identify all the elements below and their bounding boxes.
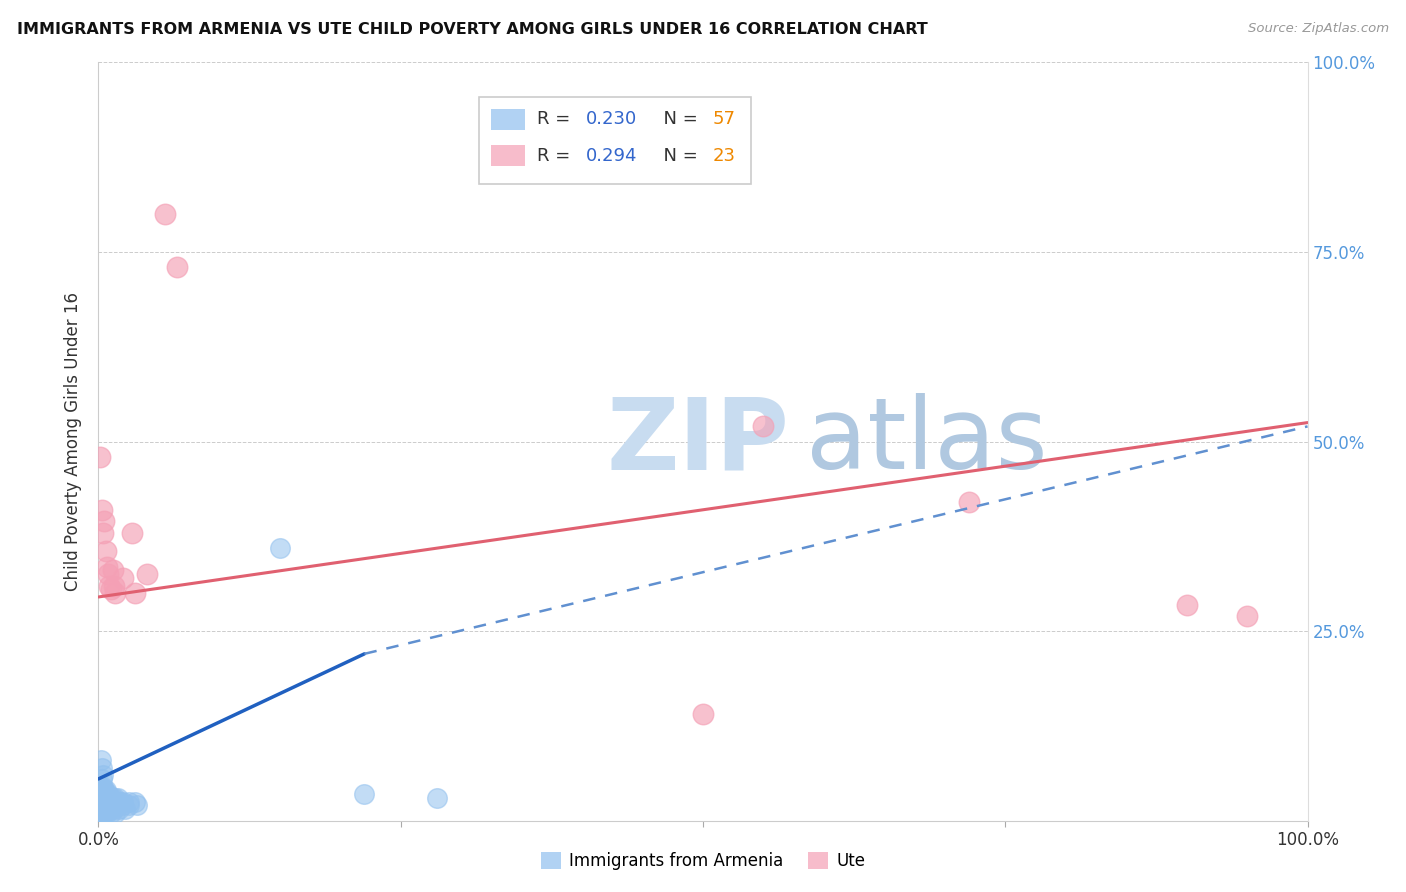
Point [91, 760, 114, 774]
Point [91, 802, 114, 816]
Point [124, 586, 146, 600]
Point [90, 802, 112, 816]
Point [96, 798, 118, 813]
Point [90, 753, 112, 767]
Point [111, 571, 134, 585]
Point [89, 810, 111, 824]
Bar [492, 109, 526, 130]
Point [103, 579, 125, 593]
Point [91, 772, 114, 786]
Text: N =: N = [652, 146, 704, 165]
Point [97, 791, 120, 805]
Point [100, 791, 122, 805]
Point [353, 787, 375, 801]
Point [1236, 608, 1258, 623]
Point [89, 450, 111, 464]
Text: atlas: atlas [806, 393, 1047, 490]
Point [111, 795, 134, 809]
Point [118, 795, 141, 809]
Point [426, 791, 449, 805]
Point [100, 795, 122, 809]
Text: Source: ZipAtlas.com: Source: ZipAtlas.com [1249, 22, 1389, 36]
Point [104, 791, 127, 805]
Point [100, 582, 122, 597]
Point [93, 514, 115, 528]
Point [108, 795, 131, 809]
Point [91, 791, 114, 805]
Point [101, 798, 124, 813]
Point [91, 787, 114, 801]
Point [97, 567, 120, 582]
Point [91, 780, 114, 794]
Point [93, 787, 115, 801]
Point [121, 525, 143, 540]
Point [91, 806, 114, 821]
Y-axis label: Child Poverty Among Girls Under 16: Child Poverty Among Girls Under 16 [65, 292, 83, 591]
Point [91, 768, 114, 782]
Point [752, 419, 775, 434]
Point [127, 798, 149, 813]
Text: 0.294: 0.294 [586, 146, 637, 165]
Bar [492, 145, 526, 166]
Point [91, 525, 114, 540]
Point [124, 795, 146, 809]
Point [135, 567, 157, 582]
Point [957, 495, 980, 509]
Point [94, 544, 117, 558]
Point [269, 541, 291, 555]
Point [90, 780, 112, 794]
Text: IMMIGRANTS FROM ARMENIA VS UTE CHILD POVERTY AMONG GIRLS UNDER 16 CORRELATION CH: IMMIGRANTS FROM ARMENIA VS UTE CHILD POV… [17, 22, 928, 37]
Point [103, 802, 125, 816]
Point [153, 207, 176, 221]
Point [104, 586, 127, 600]
Point [108, 802, 131, 816]
Point [91, 503, 114, 517]
Text: N =: N = [652, 111, 704, 128]
Point [93, 798, 115, 813]
Point [90, 810, 112, 824]
Point [103, 795, 125, 809]
Point [94, 791, 117, 805]
Text: R =: R = [537, 111, 576, 128]
Point [90, 806, 112, 821]
Point [104, 806, 127, 821]
Text: 0.230: 0.230 [586, 111, 637, 128]
Point [93, 783, 115, 797]
Point [91, 810, 114, 824]
Point [692, 707, 714, 722]
Legend: Immigrants from Armenia, Ute: Immigrants from Armenia, Ute [534, 846, 872, 877]
Point [93, 795, 115, 809]
Text: ZIP: ZIP [606, 393, 789, 490]
Point [97, 787, 120, 801]
Point [101, 564, 124, 578]
Point [107, 791, 129, 805]
Point [94, 802, 117, 816]
Point [101, 791, 124, 805]
Point [96, 806, 118, 821]
Point [111, 798, 134, 813]
Point [96, 559, 118, 574]
FancyBboxPatch shape [479, 96, 751, 184]
Point [91, 798, 114, 813]
Point [96, 787, 118, 801]
Point [100, 806, 122, 821]
Point [98, 795, 121, 809]
Point [100, 802, 122, 816]
Text: 23: 23 [713, 146, 735, 165]
Point [98, 798, 121, 813]
Text: R =: R = [537, 146, 576, 165]
Point [105, 798, 128, 813]
Point [114, 802, 136, 816]
Point [93, 806, 115, 821]
Point [98, 579, 121, 593]
Point [96, 795, 118, 809]
Point [1175, 598, 1198, 612]
Text: 57: 57 [713, 111, 735, 128]
Point [94, 783, 117, 797]
Point [97, 802, 120, 816]
Point [118, 798, 141, 813]
Point [166, 260, 188, 275]
